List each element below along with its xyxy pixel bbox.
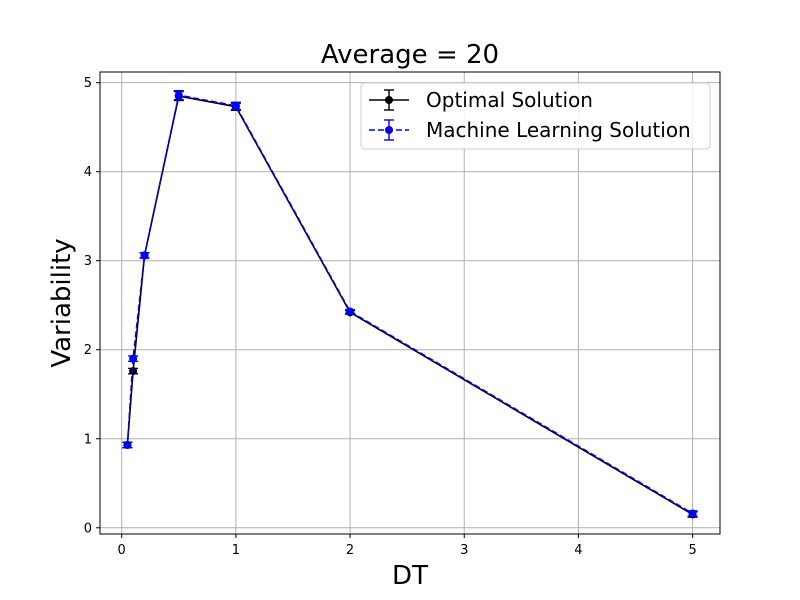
series-1 [122, 89, 698, 518]
y-tick-label: 4 [84, 165, 92, 180]
y-tick-label: 5 [84, 76, 92, 91]
legend: Optimal Solution Machine Learning Solutio… [360, 82, 711, 150]
y-tick-label: 2 [84, 343, 92, 358]
y-tick-label: 3 [84, 254, 92, 269]
x-tick-label: 2 [346, 543, 354, 558]
y-tick-label: 0 [84, 521, 92, 536]
plot-frame [99, 71, 721, 535]
y-tick-label: 1 [84, 432, 92, 447]
x-tick-label: 5 [688, 543, 696, 558]
data-point [123, 440, 132, 449]
x-tick-label: 3 [460, 543, 468, 558]
legend-label: Optimal Solution [426, 88, 593, 112]
data-point [346, 307, 355, 316]
data-point [140, 251, 149, 260]
x-axis-label: DT [392, 561, 428, 591]
legend-marker [385, 126, 393, 134]
x-tick-label: 1 [232, 543, 240, 558]
x-tick-label: 0 [118, 543, 126, 558]
data-point [231, 101, 240, 110]
chart-title: Average = 20 [321, 40, 499, 70]
legend-entry: Optimal Solution [369, 88, 593, 112]
data-point [688, 509, 697, 518]
legend-marker [385, 96, 393, 104]
grid [100, 72, 720, 534]
legend-label: Machine Learning Solution [426, 118, 691, 142]
series-layer [122, 89, 698, 519]
data-point [129, 367, 138, 376]
y-axis-label: Variability [47, 238, 77, 367]
data-point [174, 91, 183, 100]
x-tick-label: 4 [574, 543, 582, 558]
data-point [129, 354, 138, 363]
legend-box [360, 82, 711, 150]
legend-entry: Machine Learning Solution [369, 118, 691, 142]
axis-ticks: 0 1 2 3 4 5 0 1 2 3 4 5 [84, 76, 697, 558]
